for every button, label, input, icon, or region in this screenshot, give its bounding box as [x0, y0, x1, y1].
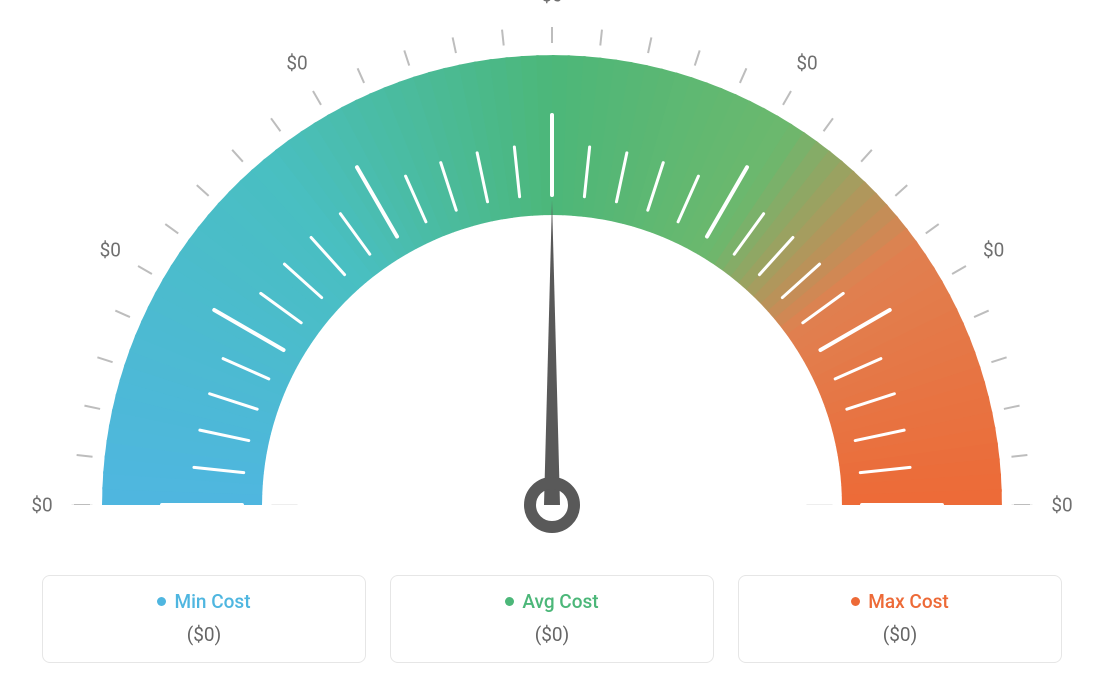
legend-value-min: ($0) — [53, 623, 355, 646]
legend-dot-avg — [505, 597, 514, 606]
legend-title-avg: Avg Cost — [505, 590, 598, 613]
legend-dot-max — [851, 597, 860, 606]
gauge-tick-label: $0 — [983, 239, 1004, 262]
legend-row: Min Cost ($0) Avg Cost ($0) Max Cost ($0… — [42, 575, 1062, 663]
legend-label-max: Max Cost — [868, 590, 948, 613]
legend-title-max: Max Cost — [851, 590, 948, 613]
gauge-svg — [0, 0, 1104, 560]
gauge-tick-label: $0 — [796, 52, 817, 75]
gauge-tick-label: $0 — [31, 494, 52, 517]
legend-value-max: ($0) — [749, 623, 1051, 646]
legend-value-avg: ($0) — [401, 623, 703, 646]
legend-title-min: Min Cost — [157, 590, 250, 613]
gauge-chart: $0 $0 $0 $0 $0 $0 $0 — [0, 0, 1104, 560]
legend-label-min: Min Cost — [174, 590, 250, 613]
gauge-tick-label: $0 — [541, 0, 562, 7]
gauge-tick-label: $0 — [100, 239, 121, 262]
gauge-tick-label: $0 — [286, 52, 307, 75]
legend-card-min: Min Cost ($0) — [42, 575, 366, 663]
legend-dot-min — [157, 597, 166, 606]
legend-card-max: Max Cost ($0) — [738, 575, 1062, 663]
legend-card-avg: Avg Cost ($0) — [390, 575, 714, 663]
gauge-tick-label: $0 — [1051, 494, 1072, 517]
legend-label-avg: Avg Cost — [522, 590, 598, 613]
cost-gauge-widget: $0 $0 $0 $0 $0 $0 $0 Min Cost ($0) Avg Cost ($… — [0, 0, 1104, 690]
